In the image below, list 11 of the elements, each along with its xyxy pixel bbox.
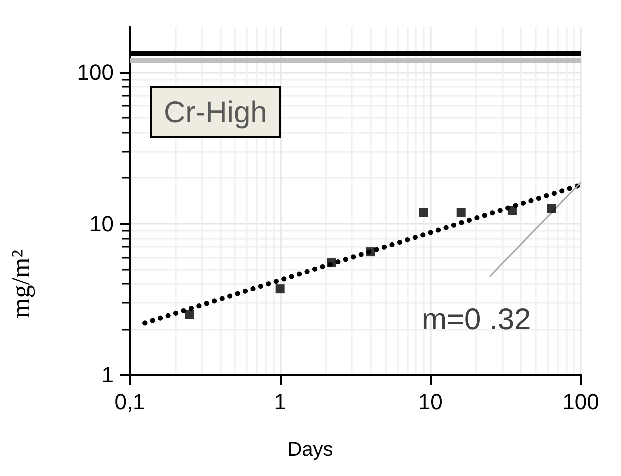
y-tick-label: 10 bbox=[90, 211, 114, 236]
x-tick-label: 100 bbox=[562, 390, 600, 414]
y-tick-label: 100 bbox=[77, 60, 114, 86]
annotation: m=0 .32 bbox=[422, 304, 532, 336]
annotation: Cr-High bbox=[164, 96, 268, 130]
x-axis-title: Days bbox=[288, 439, 334, 461]
y-axis-title: mg/m² bbox=[6, 250, 36, 318]
x-tick-label: 1 bbox=[274, 390, 286, 414]
x-tick-label: 10 bbox=[418, 390, 443, 414]
x-tick-label: 0,1 bbox=[114, 390, 146, 414]
y-tick-label: 1 bbox=[102, 362, 114, 388]
